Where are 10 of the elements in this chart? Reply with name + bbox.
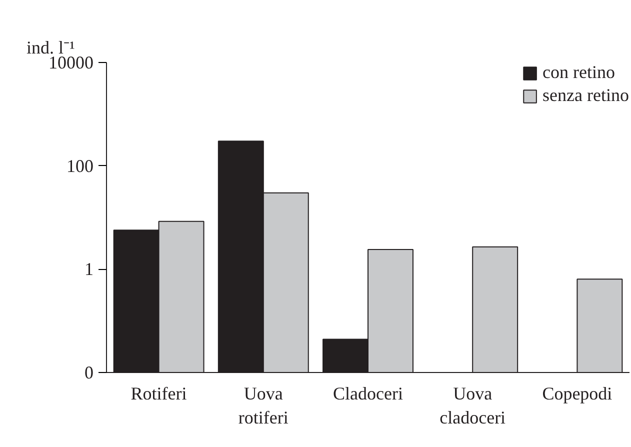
x-tick-label: Rotiferi: [130, 384, 187, 404]
y-tick-label: 1: [84, 259, 94, 280]
x-tick-label: Uova cladoceri: [440, 384, 506, 428]
legend-label: senza retino: [542, 85, 629, 106]
x-tick-label: Copepodi: [542, 384, 612, 404]
x-tick-label: Uova rotiferi: [238, 384, 288, 428]
x-tick-label: Cladoceri: [333, 384, 403, 404]
legend-label: con retino: [542, 62, 616, 83]
y-tick-label: 0: [84, 362, 94, 382]
y-tick-label: 100: [66, 156, 94, 176]
